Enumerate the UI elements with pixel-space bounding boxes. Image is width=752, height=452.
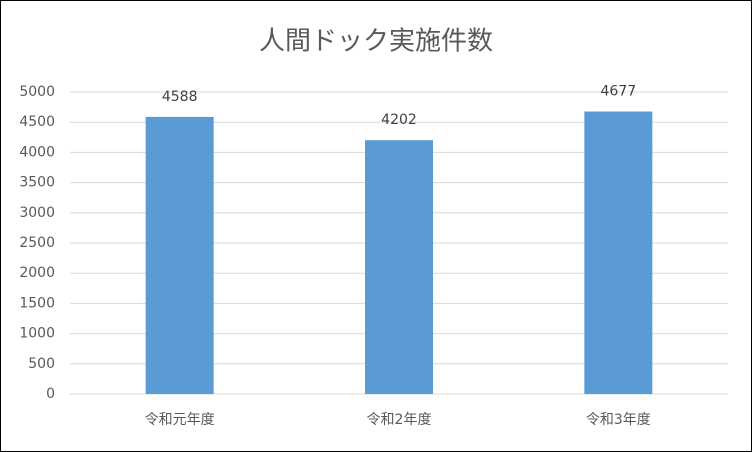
y-tick-label: 0 xyxy=(46,386,55,402)
data-label: 4202 xyxy=(381,112,417,128)
chart-title: 人間ドック実施件数 xyxy=(259,27,493,57)
bar xyxy=(145,116,214,394)
data-label: 4588 xyxy=(162,89,198,105)
y-tick-label: 500 xyxy=(28,356,55,372)
x-tick-label: 令和元年度 xyxy=(145,412,215,428)
y-tick-label: 3500 xyxy=(19,175,55,191)
y-tick-label: 4000 xyxy=(19,144,55,160)
x-tick-label: 令和2年度 xyxy=(367,412,432,428)
y-tick-label: 4500 xyxy=(19,114,55,130)
x-tick-label: 令和3年度 xyxy=(586,412,651,428)
y-tick-label: 1000 xyxy=(19,326,55,342)
bar xyxy=(365,140,433,394)
bar xyxy=(584,111,653,394)
y-tick-label: 3000 xyxy=(19,205,55,221)
y-tick-label: 1500 xyxy=(19,295,55,311)
y-tick-label: 5000 xyxy=(19,84,55,100)
y-tick-label: 2500 xyxy=(19,235,55,251)
data-label: 4677 xyxy=(601,84,637,100)
y-tick-label: 2000 xyxy=(19,265,55,281)
